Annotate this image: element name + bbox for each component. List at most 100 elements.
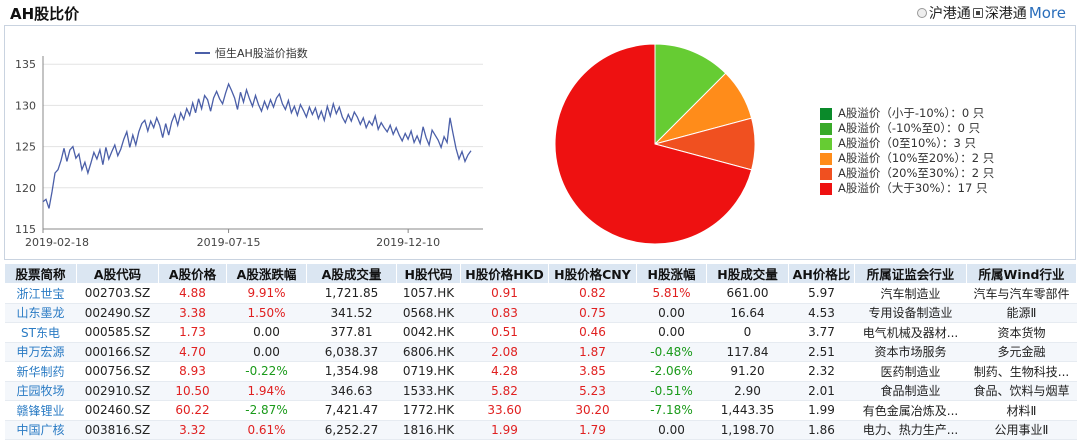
table-row[interactable]: 中国广核 003816.SZ 3.32 0.61% 6,252.27 1816.HK 1.9… xyxy=(4,420,1077,440)
column-header[interactable]: H股价格HKD xyxy=(460,263,549,284)
table-cell: 1,443.35 xyxy=(706,400,789,421)
table-cell: 1772.HK xyxy=(396,400,461,421)
table-cell: 1,354.98 xyxy=(306,361,397,382)
pie-slice[interactable] xyxy=(554,43,753,245)
table-cell: 多元金融 xyxy=(966,342,1077,362)
legend-label: A股溢价（20%至30%）：2 只 xyxy=(838,166,995,180)
column-header[interactable]: H股涨幅 xyxy=(636,263,707,284)
y-tick-label: 130 xyxy=(15,99,36,112)
table-cell: 电气机械及器材... xyxy=(854,322,967,343)
table-cell: 0.51 xyxy=(460,322,549,343)
table-cell: 1,721.85 xyxy=(306,283,397,304)
table-cell: 6806.HK xyxy=(396,342,461,362)
legend-item[interactable]: A股溢价（大于30%）：17 只 xyxy=(820,181,994,196)
table-row[interactable]: 申万宏源 000166.SZ 4.70 0.00 6,038.37 6806.HK 2.08… xyxy=(4,342,1077,362)
table-cell: 0.46 xyxy=(548,322,637,343)
y-tick-label: 125 xyxy=(15,141,36,154)
table-row[interactable]: 庄园牧场 002910.SZ 10.50 1.94% 346.63 1533.HK 5.82… xyxy=(4,381,1077,401)
table-cell: 1.99 xyxy=(460,420,549,440)
radio-shenzhen-connect[interactable]: 深港通 xyxy=(972,3,1027,23)
column-header[interactable]: H股代码 xyxy=(396,263,461,284)
table-cell: 9.91% xyxy=(226,283,307,304)
radio-shanghai-connect[interactable]: 沪港通 xyxy=(916,3,971,23)
table-cell: 0.00 xyxy=(636,322,707,343)
table-cell: 000585.SZ xyxy=(76,322,159,343)
header: AH股比价 沪港通 深港通 More xyxy=(0,0,1080,24)
table-row[interactable]: 山东墨龙 002490.SZ 3.38 1.50% 341.52 0568.HK 0.83 0… xyxy=(4,303,1077,323)
legend-item[interactable]: A股溢价（小于-10%）：0 只 xyxy=(820,106,994,121)
table-cell: 3.85 xyxy=(548,361,637,382)
column-header[interactable]: A股价格 xyxy=(158,263,227,284)
table-cell: -2.87% xyxy=(226,400,307,421)
table-cell: 3.32 xyxy=(158,420,227,440)
legend-item[interactable]: A股溢价（10%至20%）：2 只 xyxy=(820,151,994,166)
table-cell: 8.93 xyxy=(158,361,227,382)
table-cell: 电力、热力生产... xyxy=(854,420,967,440)
table-cell: 4.28 xyxy=(460,361,549,382)
table-row[interactable]: 浙江世宝 002703.SZ 4.88 9.91% 1,721.85 1057.HK 0.9… xyxy=(4,283,1077,304)
table-cell: 002703.SZ xyxy=(76,283,159,304)
table-cell[interactable]: 庄园牧场 xyxy=(4,381,77,401)
legend-item[interactable]: A股溢价（20%至30%）：2 只 xyxy=(820,166,994,181)
table-cell: 6,252.27 xyxy=(306,420,397,440)
table-cell: 0 xyxy=(706,322,789,343)
table-cell: 5.82 xyxy=(460,381,549,401)
y-tick-label: 120 xyxy=(15,182,36,195)
table-cell[interactable]: 新华制药 xyxy=(4,361,77,382)
column-header[interactable]: H股成交量 xyxy=(706,263,789,284)
table-cell: 4.88 xyxy=(158,283,227,304)
table-cell: 0568.HK xyxy=(396,303,461,323)
table-cell: 000166.SZ xyxy=(76,342,159,362)
legend-swatch xyxy=(820,167,832,180)
column-header[interactable]: 股票简称 xyxy=(4,263,77,284)
pie-slice[interactable] xyxy=(654,43,727,146)
table-cell[interactable]: 中国广核 xyxy=(4,420,77,440)
column-header[interactable]: A股成交量 xyxy=(306,263,397,284)
table-cell: 医药制造业 xyxy=(854,361,967,382)
legend-item[interactable]: A股溢价（-10%至0）：0 只 xyxy=(820,121,994,136)
table-row[interactable]: ST东电 000585.SZ 1.73 0.00 377.81 0042.HK 0.51 0.… xyxy=(4,322,1077,343)
column-header[interactable]: AH价格比 xyxy=(788,263,855,284)
table-cell[interactable]: 浙江世宝 xyxy=(4,283,77,304)
table-cell[interactable]: 山东墨龙 xyxy=(4,303,77,323)
column-header[interactable]: A股涨跌幅 xyxy=(226,263,307,284)
table-cell: 汽车与汽车零部件 xyxy=(966,283,1077,304)
table-cell: -0.48% xyxy=(636,342,707,362)
table-cell: 0.00 xyxy=(636,420,707,440)
column-header[interactable]: H股价格CNY xyxy=(548,263,637,284)
legend-series-name: 恒生AH股溢价指数 xyxy=(215,46,308,60)
column-header[interactable]: 所属Wind行业 xyxy=(966,263,1077,284)
table-cell: 资本货物 xyxy=(966,322,1077,343)
legend-item[interactable]: A股溢价（0至10%）：3 只 xyxy=(820,136,994,151)
table-cell[interactable]: ST东电 xyxy=(4,322,77,343)
column-header[interactable]: A股代码 xyxy=(76,263,159,284)
table-cell: 0.91 xyxy=(460,283,549,304)
column-header[interactable]: 所属证监会行业 xyxy=(854,263,967,284)
table-cell: 002910.SZ xyxy=(76,381,159,401)
legend-label: A股溢价（10%至20%）：2 只 xyxy=(838,151,995,165)
radio-unselected-icon xyxy=(916,8,927,18)
legend-label: A股溢价（0至10%）：3 只 xyxy=(838,136,976,150)
table-cell: 2.90 xyxy=(706,381,789,401)
table-cell: 4.70 xyxy=(158,342,227,362)
table-row[interactable]: 赣锋锂业 002460.SZ 60.22 -2.87% 7,421.47 1772.HK 3… xyxy=(4,400,1077,421)
table-cell: 5.97 xyxy=(788,283,855,304)
table-row[interactable]: 新华制药 000756.SZ 8.93 -0.22% 1,354.98 0719.HK 4.… xyxy=(4,361,1077,382)
y-tick-label: 115 xyxy=(15,223,36,236)
table-cell[interactable]: 赣锋锂业 xyxy=(4,400,77,421)
table-cell: 3.77 xyxy=(788,322,855,343)
table-cell: 0.82 xyxy=(548,283,637,304)
table-cell: 公用事业Ⅱ xyxy=(966,420,1077,440)
table-cell[interactable]: 申万宏源 xyxy=(4,342,77,362)
table-cell: 10.50 xyxy=(158,381,227,401)
more-link[interactable]: More xyxy=(1028,4,1066,22)
table-cell: 5.81% xyxy=(636,283,707,304)
table-cell: 2.01 xyxy=(788,381,855,401)
y-tick-label: 135 xyxy=(15,58,36,71)
table-cell: 60.22 xyxy=(158,400,227,421)
table-cell: 食品、饮料与烟草 xyxy=(966,381,1077,401)
table-cell: -0.22% xyxy=(226,361,307,382)
table-cell: 117.84 xyxy=(706,342,789,362)
table-cell: 1,198.70 xyxy=(706,420,789,440)
table-cell: 91.20 xyxy=(706,361,789,382)
